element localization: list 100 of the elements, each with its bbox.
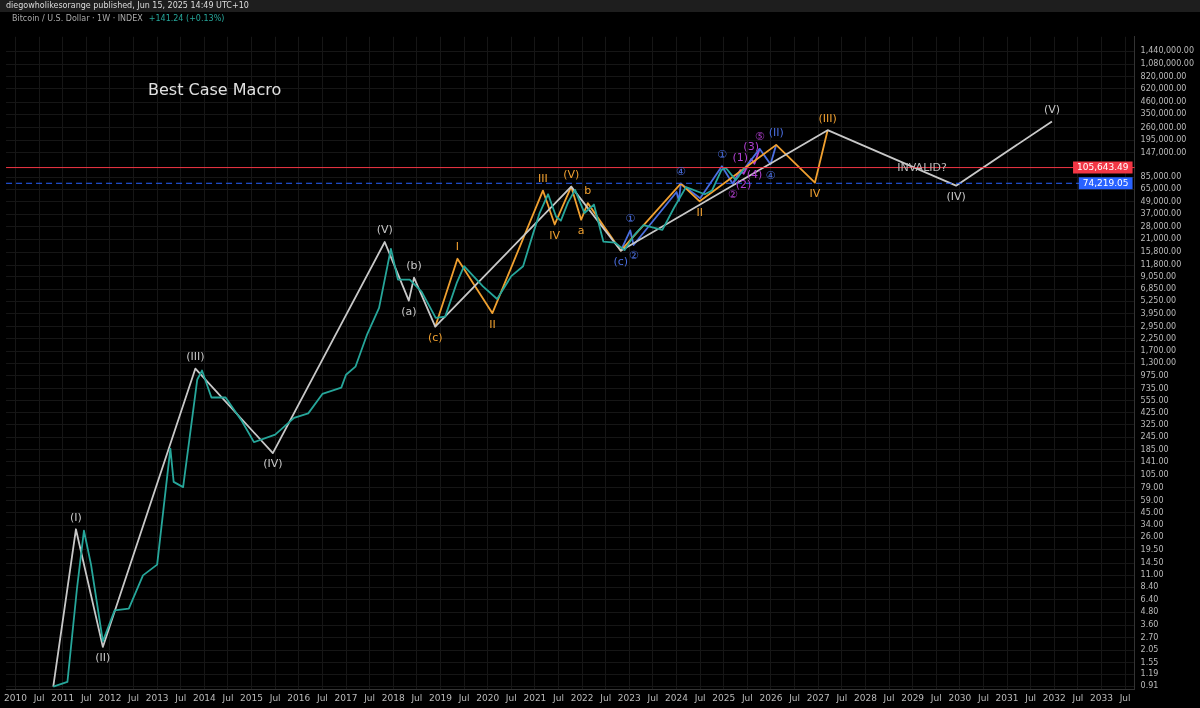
y-tick-label: 735.00 xyxy=(1140,383,1169,393)
y-tick-label: 3.60 xyxy=(1140,620,1159,630)
annotation: (c) xyxy=(427,331,443,345)
annotation: ① xyxy=(625,211,636,225)
y-tick-label: 425.00 xyxy=(1140,407,1169,417)
x-tick-label: 2017 xyxy=(334,692,358,703)
x-tick-label: 2023 xyxy=(617,692,641,703)
x-tick-label: 2033 xyxy=(1090,692,1113,703)
x-tick-label: Jul xyxy=(882,692,895,703)
y-tick-label: 85,000.00 xyxy=(1140,172,1182,182)
ref-line-label: 74,219.05 xyxy=(1082,177,1129,188)
y-tick-label: 350,000.00 xyxy=(1140,109,1187,119)
y-tick-label: 9,050.00 xyxy=(1140,271,1177,281)
x-tick-label: 2028 xyxy=(853,692,878,703)
x-tick-label: 2029 xyxy=(901,692,925,703)
y-tick-label: 28,000.00 xyxy=(1140,221,1182,231)
y-tick-label: 15,800.00 xyxy=(1140,247,1182,257)
y-tick-label: 195,000.00 xyxy=(1140,135,1187,145)
x-tick-label: Jul xyxy=(504,692,517,703)
x-tick-label: 2010 xyxy=(4,692,28,703)
y-tick-label: 1,300.00 xyxy=(1140,358,1177,368)
y-tick-label: 185.00 xyxy=(1140,444,1169,454)
x-tick-label: Jul xyxy=(1024,692,1037,703)
x-tick-label: Jul xyxy=(1071,692,1084,703)
x-tick-label: Jul xyxy=(740,692,753,703)
y-tick-label: 8.40 xyxy=(1140,582,1159,592)
x-tick-label: 2031 xyxy=(995,692,1019,703)
annotation: III xyxy=(538,171,548,185)
annotation: (b) xyxy=(406,258,422,272)
x-tick-label: Jul xyxy=(646,692,659,703)
x-tick-label: Jul xyxy=(363,692,376,703)
annotation: ② xyxy=(628,249,639,263)
x-tick-label: 2019 xyxy=(429,692,453,703)
text: Best Case Macro xyxy=(148,79,282,99)
x-tick-label: Jul xyxy=(835,692,848,703)
y-tick-label: 45.00 xyxy=(1140,507,1164,517)
annotation: (V) xyxy=(376,223,393,237)
annotation: (3) xyxy=(743,140,759,154)
annotation: (V) xyxy=(1043,102,1060,116)
y-tick-label: 26.00 xyxy=(1140,532,1164,542)
x-tick-label: Jul xyxy=(32,692,45,703)
y-tick-label: 141.00 xyxy=(1140,456,1169,466)
y-tick-label: 1,700.00 xyxy=(1140,346,1177,356)
x-tick-label: 2015 xyxy=(240,692,264,703)
annotation: ② xyxy=(727,188,738,202)
y-tick-label: 620,000.00 xyxy=(1140,83,1187,93)
y-tick-label: 555.00 xyxy=(1140,396,1169,406)
annotation: (II) xyxy=(95,651,111,665)
text: diegowholikesorange published, Jun 15, 2025 14:49 UTC+10 xyxy=(0,0,1200,12)
x-tick-label: 2020 xyxy=(476,692,500,703)
annotation: IV xyxy=(809,187,821,201)
x-tick-label: Jul xyxy=(410,692,423,703)
y-tick-label: 2,950.00 xyxy=(1140,321,1177,331)
annotation: I xyxy=(455,240,460,254)
y-tick-label: 11,800.00 xyxy=(1140,260,1182,270)
x-tick-label: Jul xyxy=(929,692,942,703)
x-tick-label: Jul xyxy=(599,692,612,703)
y-tick-label: 820,000.00 xyxy=(1140,71,1187,81)
annotation: (a) xyxy=(401,305,417,318)
annotation: (I) xyxy=(70,510,82,524)
x-tick-label: 2027 xyxy=(806,692,830,703)
x-tick-label: 2012 xyxy=(98,692,122,703)
y-tick-label: 5,250.00 xyxy=(1140,296,1177,306)
y-tick-label: 147,000.00 xyxy=(1140,147,1187,157)
ref-line-label: 105,643.49 xyxy=(1077,161,1129,172)
y-tick-label: 65,000.00 xyxy=(1140,184,1182,194)
annotation: (c) xyxy=(613,255,629,269)
y-tick-label: 3,950.00 xyxy=(1140,308,1177,318)
y-tick-label: 105.00 xyxy=(1140,470,1169,480)
y-tick-label: 325.00 xyxy=(1140,419,1169,429)
x-tick-label: 2011 xyxy=(51,692,75,703)
y-tick-label: 2.05 xyxy=(1140,645,1159,655)
annotation: II xyxy=(696,205,703,219)
y-tick-label: 6,850.00 xyxy=(1140,284,1177,294)
x-tick-label: Jul xyxy=(79,692,92,703)
x-tick-label: Jul xyxy=(268,692,281,703)
y-tick-label: 0.91 xyxy=(1140,681,1159,691)
x-tick-label: 2013 xyxy=(145,692,169,703)
y-tick-label: 59.00 xyxy=(1140,495,1164,505)
x-tick-label: Jul xyxy=(977,692,989,703)
annotation: ④ xyxy=(765,168,776,182)
y-tick-label: 975.00 xyxy=(1140,371,1169,380)
y-tick-label: 19.50 xyxy=(1140,544,1164,554)
annotation: ④ xyxy=(675,165,686,179)
x-tick-label: Jul xyxy=(552,692,564,703)
y-tick-label: 21,000.00 xyxy=(1140,234,1182,244)
y-tick-label: 245.00 xyxy=(1140,432,1169,442)
y-tick-label: 11.00 xyxy=(1140,570,1164,580)
y-tick-label: 49,000.00 xyxy=(1140,196,1182,206)
y-tick-label: 4.80 xyxy=(1140,607,1159,617)
y-tick-label: 34.00 xyxy=(1140,520,1164,530)
annotation: IV xyxy=(549,228,561,242)
x-tick-label: Jul xyxy=(315,692,328,703)
y-tick-label: 14.50 xyxy=(1140,558,1164,568)
x-tick-label: Jul xyxy=(174,692,187,703)
text: +141.24 (+0.13%) xyxy=(148,14,225,23)
x-tick-label: 2024 xyxy=(665,692,689,703)
x-tick-label: Jul xyxy=(693,692,706,703)
annotation: II xyxy=(489,317,496,331)
x-tick-label: Jul xyxy=(1118,692,1131,703)
